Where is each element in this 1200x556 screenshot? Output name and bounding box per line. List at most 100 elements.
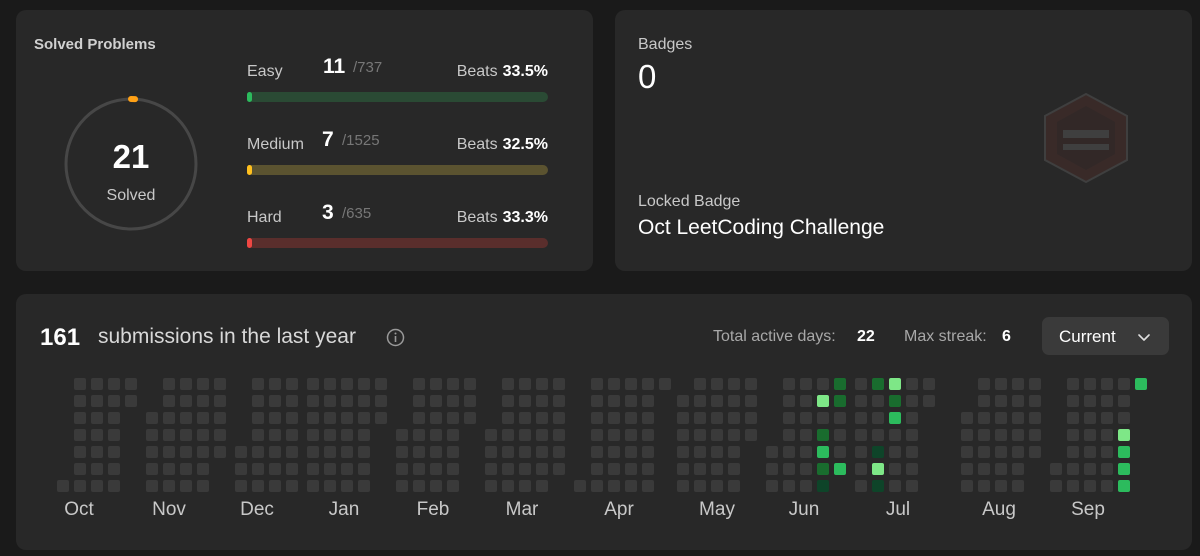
heatmap-cell[interactable]: [978, 463, 990, 475]
heatmap-cell[interactable]: [694, 412, 706, 424]
heatmap-cell[interactable]: [834, 378, 846, 390]
heatmap-cell[interactable]: [694, 378, 706, 390]
heatmap-cell[interactable]: [536, 378, 548, 390]
heatmap-cell[interactable]: [553, 395, 565, 407]
heatmap-cell[interactable]: [396, 446, 408, 458]
heatmap-cell[interactable]: [1012, 463, 1024, 475]
heatmap-cell[interactable]: [677, 446, 689, 458]
heatmap-cell[interactable]: [430, 446, 442, 458]
heatmap-cell[interactable]: [447, 395, 459, 407]
heatmap-cell[interactable]: [766, 463, 778, 475]
heatmap-cell[interactable]: [906, 395, 918, 407]
heatmap-cell[interactable]: [375, 395, 387, 407]
heatmap-cell[interactable]: [711, 446, 723, 458]
heatmap-cell[interactable]: [108, 463, 120, 475]
heatmap-cell[interactable]: [1084, 446, 1096, 458]
heatmap-cell[interactable]: [1067, 412, 1079, 424]
heatmap-cell[interactable]: [324, 412, 336, 424]
heatmap-cell[interactable]: [591, 378, 603, 390]
heatmap-cell[interactable]: [872, 480, 884, 492]
heatmap-cell[interactable]: [1118, 378, 1130, 390]
heatmap-cell[interactable]: [214, 378, 226, 390]
heatmap-cell[interactable]: [625, 412, 637, 424]
heatmap-cell[interactable]: [1101, 480, 1113, 492]
heatmap-cell[interactable]: [396, 429, 408, 441]
heatmap-cell[interactable]: [485, 429, 497, 441]
heatmap-cell[interactable]: [324, 429, 336, 441]
heatmap-cell[interactable]: [625, 378, 637, 390]
heatmap-cell[interactable]: [1101, 412, 1113, 424]
heatmap-cell[interactable]: [694, 480, 706, 492]
heatmap-cell[interactable]: [800, 395, 812, 407]
heatmap-cell[interactable]: [906, 446, 918, 458]
heatmap-cell[interactable]: [146, 463, 158, 475]
heatmap-cell[interactable]: [1101, 463, 1113, 475]
heatmap-cell[interactable]: [995, 378, 1007, 390]
heatmap-cell[interactable]: [269, 429, 281, 441]
heatmap-cell[interactable]: [817, 480, 829, 492]
heatmap-cell[interactable]: [464, 395, 476, 407]
heatmap-cell[interactable]: [625, 463, 637, 475]
heatmap-cell[interactable]: [252, 429, 264, 441]
heatmap-cell[interactable]: [800, 429, 812, 441]
heatmap-cell[interactable]: [978, 446, 990, 458]
heatmap-cell[interactable]: [711, 412, 723, 424]
heatmap-cell[interactable]: [745, 395, 757, 407]
heatmap-cell[interactable]: [252, 446, 264, 458]
heatmap-cell[interactable]: [1012, 412, 1024, 424]
heatmap-cell[interactable]: [889, 446, 901, 458]
heatmap-cell[interactable]: [711, 378, 723, 390]
heatmap-cell[interactable]: [1029, 378, 1041, 390]
heatmap-cell[interactable]: [163, 446, 175, 458]
heatmap-cell[interactable]: [995, 480, 1007, 492]
heatmap-cell[interactable]: [889, 395, 901, 407]
heatmap-cell[interactable]: [91, 378, 103, 390]
heatmap-cell[interactable]: [146, 446, 158, 458]
heatmap-cell[interactable]: [125, 378, 137, 390]
heatmap-cell[interactable]: [906, 378, 918, 390]
heatmap-cell[interactable]: [855, 395, 867, 407]
heatmap-cell[interactable]: [995, 395, 1007, 407]
heatmap-cell[interactable]: [74, 480, 86, 492]
heatmap-cell[interactable]: [108, 412, 120, 424]
heatmap-cell[interactable]: [591, 463, 603, 475]
heatmap-cell[interactable]: [91, 463, 103, 475]
heatmap-cell[interactable]: [536, 463, 548, 475]
heatmap-cell[interactable]: [1101, 378, 1113, 390]
heatmap-cell[interactable]: [834, 395, 846, 407]
heatmap-cell[interactable]: [358, 463, 370, 475]
heatmap-cell[interactable]: [269, 395, 281, 407]
heatmap-cell[interactable]: [608, 378, 620, 390]
heatmap-cell[interactable]: [358, 395, 370, 407]
heatmap-cell[interactable]: [341, 412, 353, 424]
heatmap-cell[interactable]: [269, 412, 281, 424]
heatmap-cell[interactable]: [146, 480, 158, 492]
heatmap-cell[interactable]: [1084, 412, 1096, 424]
heatmap-cell[interactable]: [447, 446, 459, 458]
heatmap-cell[interactable]: [1029, 429, 1041, 441]
heatmap-cell[interactable]: [358, 378, 370, 390]
heatmap-cell[interactable]: [817, 429, 829, 441]
heatmap-cell[interactable]: [519, 395, 531, 407]
heatmap-cell[interactable]: [1050, 463, 1062, 475]
heatmap-cell[interactable]: [834, 463, 846, 475]
heatmap-cell[interactable]: [163, 412, 175, 424]
heatmap-cell[interactable]: [163, 480, 175, 492]
heatmap-cell[interactable]: [324, 395, 336, 407]
heatmap-cell[interactable]: [677, 395, 689, 407]
heatmap-cell[interactable]: [1135, 378, 1147, 390]
heatmap-cell[interactable]: [324, 378, 336, 390]
heatmap-cell[interactable]: [608, 446, 620, 458]
heatmap-cell[interactable]: [307, 395, 319, 407]
heatmap-cell[interactable]: [358, 412, 370, 424]
heatmap-cell[interactable]: [307, 378, 319, 390]
info-icon[interactable]: [386, 328, 405, 347]
heatmap-cell[interactable]: [1012, 480, 1024, 492]
heatmap-cell[interactable]: [889, 463, 901, 475]
heatmap-cell[interactable]: [108, 395, 120, 407]
heatmap-cell[interactable]: [1118, 429, 1130, 441]
heatmap-cell[interactable]: [235, 463, 247, 475]
heatmap-cell[interactable]: [214, 395, 226, 407]
heatmap-cell[interactable]: [817, 395, 829, 407]
heatmap-cell[interactable]: [906, 463, 918, 475]
